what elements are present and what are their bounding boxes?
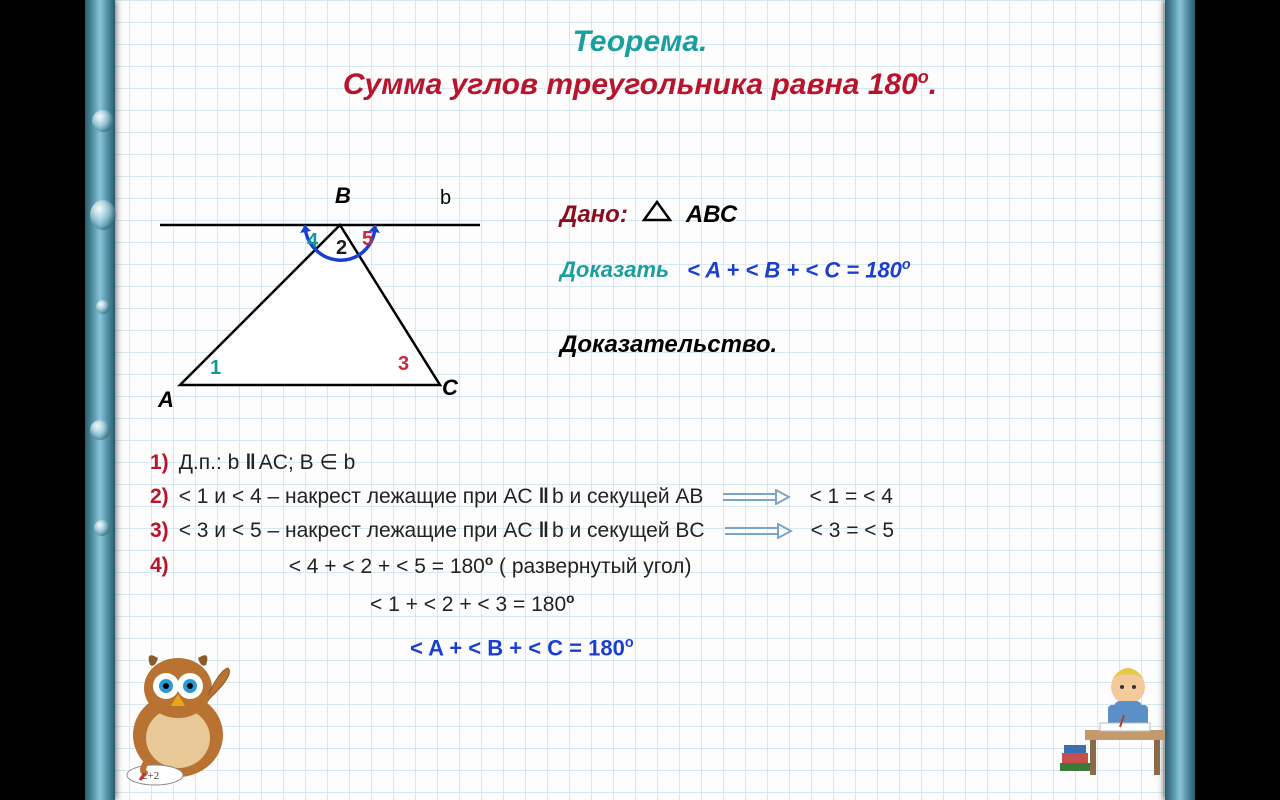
angle-5: 5 <box>362 228 373 251</box>
step-num: 2) <box>150 485 169 509</box>
proof-steps: 1) Д.п.: b ǁ AC; B ∈ b 2) < 1 и < 4 – на… <box>150 440 1140 661</box>
title-line1: Теорема. <box>573 25 708 58</box>
given-label: Дано: <box>560 201 628 229</box>
s4a-post: ( развернутый угол) <box>493 555 691 578</box>
bubble-decor <box>94 520 110 536</box>
title-statement: Сумма углов треугольника равна 180о. <box>120 67 1160 102</box>
bubble-decor <box>90 420 110 440</box>
step-2: 2) < 1 и < 4 – накрест лежащие при AC ǁ … <box>150 485 1140 509</box>
step-2-result: < 1 = < 4 <box>809 485 893 509</box>
parallel-icon: ǁ <box>539 485 546 509</box>
triangle-diagram: B b A C 1 3 4 2 5 <box>140 165 500 425</box>
slide-content: Теорема. Сумма углов треугольника равна … <box>120 0 1160 800</box>
title-theorem: Теорема. <box>120 25 1160 59</box>
implies-arrow-icon <box>723 519 793 543</box>
step-1b: AC; B ∈ b <box>259 450 356 475</box>
title-line2-post: . <box>929 68 937 101</box>
step-2a: < 1 и < 4 – накрест лежащие при AC <box>179 485 533 509</box>
step-num: 3) <box>150 519 169 543</box>
owl-cartoon: 2+2 <box>100 640 255 790</box>
prove-pre: < A + < B + < C = 180 <box>687 257 902 282</box>
proof-header: Доказательство. <box>560 331 1120 359</box>
bubble-decor <box>92 110 114 132</box>
triangle-icon <box>642 200 672 229</box>
s4b-pre: < 1 + < 2 + < 3 = 180 <box>370 593 566 616</box>
given-prove-block: Дано: АВС Доказать < A + < B + < C = 180… <box>560 200 1120 359</box>
step-4: 4) < 4 + < 2 + < 5 = 180o ( развернутый … <box>150 553 1140 579</box>
vertex-B: B <box>335 183 351 209</box>
step-4a: < 4 + < 2 + < 5 = 180o ( развернутый уго… <box>289 553 692 579</box>
parallel-icon: ǁ <box>539 519 546 543</box>
step-num: 4) <box>150 554 169 578</box>
implies-arrow-icon <box>721 485 791 509</box>
s4a-sup: o <box>485 553 493 568</box>
vertex-A: A <box>158 387 174 413</box>
angle-2: 2 <box>336 237 347 260</box>
boy-cartoon <box>1050 645 1180 785</box>
title-degree: о <box>918 67 929 87</box>
given-value: АВС <box>686 201 737 229</box>
s4a-pre: < 4 + < 2 + < 5 = 180 <box>289 555 485 578</box>
given-row: Дано: АВС <box>560 200 1120 229</box>
final-pre: < A + < B + < C = 180 <box>410 635 625 660</box>
title-line2-pre: Сумма углов треугольника равна 180 <box>343 68 918 101</box>
step-4b: < 1 + < 2 + < 3 = 180o <box>370 591 1140 617</box>
final-sup: о <box>625 635 634 651</box>
bubble-decor <box>96 300 110 314</box>
step-2b: b и секущей AB <box>552 485 703 509</box>
step-1: 1) Д.п.: b ǁ AC; B ∈ b <box>150 450 1140 475</box>
step-num: 1) <box>150 451 169 475</box>
prove-value: < A + < B + < C = 180o <box>687 257 911 283</box>
bubble-decor <box>90 200 116 230</box>
step-3b: b и секущей BC <box>552 519 705 543</box>
step-1a: Д.п.: b <box>179 451 240 475</box>
step-3a: < 3 и < 5 – накрест лежащие при AC <box>179 519 533 543</box>
prove-label: Доказать <box>560 257 669 283</box>
line-b-label: b <box>440 187 451 210</box>
prove-sup: o <box>902 257 911 273</box>
final-conclusion: < A + < B + < C = 180о <box>410 635 1140 661</box>
angle-4: 4 <box>307 230 318 253</box>
angle-3: 3 <box>398 353 409 376</box>
vertex-C: C <box>442 375 458 401</box>
prove-row: Доказать < A + < B + < C = 180o <box>560 257 1120 283</box>
angle-1: 1 <box>210 357 221 380</box>
parallel-icon: ǁ <box>245 451 252 475</box>
step-3-result: < 3 = < 5 <box>811 519 895 543</box>
step-3: 3) < 3 и < 5 – накрест лежащие при AC ǁ … <box>150 519 1140 543</box>
s4b-sup: o <box>566 591 574 606</box>
